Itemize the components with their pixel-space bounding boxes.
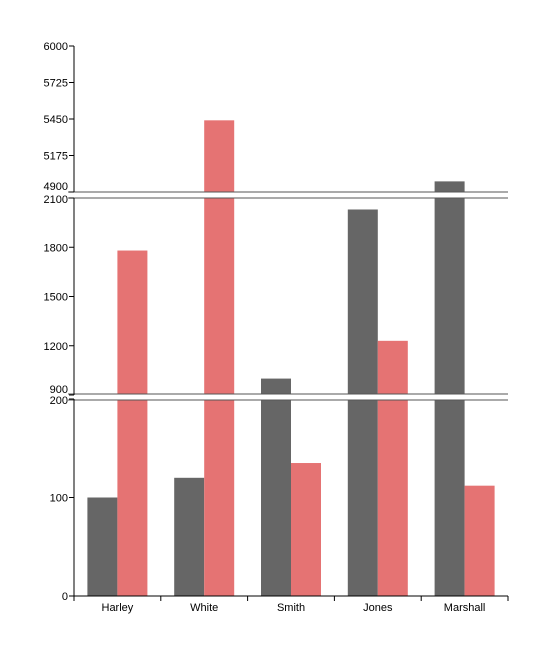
bar-smith-2 <box>291 463 321 596</box>
bar-jones-1 <box>347 209 378 596</box>
bar-jones-2 <box>377 340 408 596</box>
bar-smith-1 <box>261 378 291 596</box>
bar-marshall-2 <box>464 485 495 596</box>
y-tick-label: 200 <box>50 395 68 407</box>
y-tick-label: 5450 <box>44 114 68 126</box>
axis-break-gap-2 <box>68 394 508 400</box>
y-tick-label: 4900 <box>44 181 68 193</box>
y-tick-label: 2100 <box>44 194 68 206</box>
x-tick-label: Marshall <box>444 602 486 614</box>
y-tick-label: 1800 <box>44 242 68 254</box>
bar-harley-1 <box>87 497 118 596</box>
x-tick-label: White <box>190 602 218 614</box>
y-tick-label: 1500 <box>44 292 68 304</box>
bar-marshall-1 <box>434 181 465 596</box>
y-tick-label: 0 <box>62 591 68 603</box>
x-tick-label: Harley <box>102 602 134 614</box>
y-tick-label: 100 <box>50 493 68 505</box>
y-tick-label: 5175 <box>44 151 68 163</box>
axis-break-gap-1 <box>68 192 508 198</box>
bar-white-1 <box>174 477 205 596</box>
y-tick-label: 6000 <box>44 41 68 53</box>
bar-white-2 <box>204 120 235 596</box>
x-tick-label: Smith <box>277 602 305 614</box>
y-tick-label: 5725 <box>44 78 68 90</box>
y-tick-label: 900 <box>50 384 68 396</box>
bar-harley-2 <box>117 250 148 597</box>
y-tick-label: 1200 <box>44 341 68 353</box>
x-tick-label: Jones <box>363 602 393 614</box>
